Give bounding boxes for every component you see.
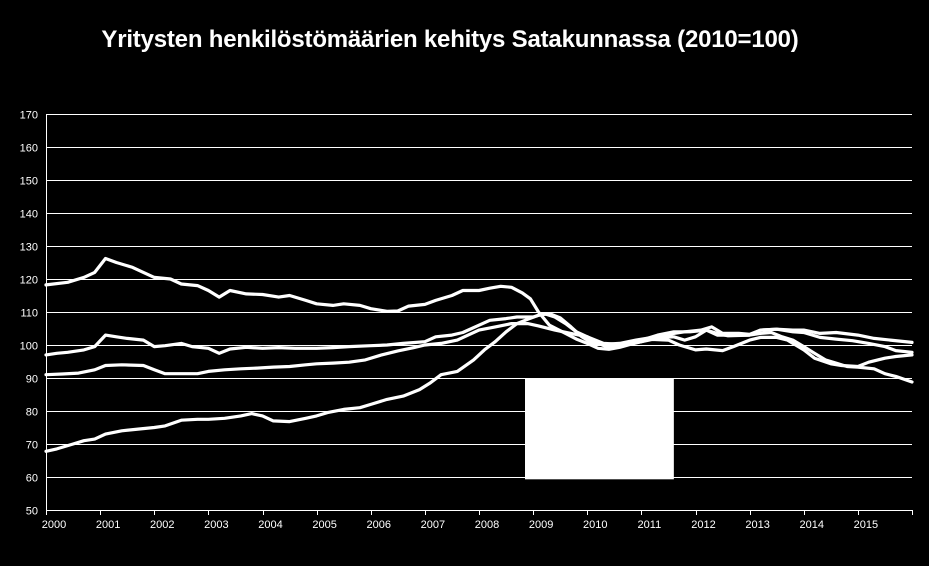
x-tick-label: 2009 (529, 519, 553, 531)
overlay (525, 378, 674, 480)
y-tick-label: 170 (20, 110, 38, 122)
series-line-2 (44, 312, 914, 384)
x-tick-label: 2008 (475, 519, 499, 531)
y-tick-label: 60 (26, 473, 38, 485)
x-tick-label: 2005 (312, 519, 336, 531)
y-tick-label: 90 (26, 374, 38, 386)
x-tick-label: 2004 (258, 519, 282, 531)
gridlines (46, 114, 912, 511)
y-tick-label: 140 (20, 209, 38, 221)
y-tick-label: 100 (20, 341, 38, 353)
axes (46, 114, 913, 515)
series-line-1 (44, 256, 914, 369)
x-tick-label: 2002 (150, 519, 174, 531)
x-tick-label: 2014 (800, 519, 824, 531)
series-lines (44, 256, 914, 453)
y-tick-label: 50 (26, 506, 38, 518)
y-tick-label: 80 (26, 407, 38, 419)
x-tick-label: 2001 (96, 519, 120, 531)
x-tick-label: 2010 (583, 519, 607, 531)
y-tick-labels: 50 60 70 80 90 100 110 120 130 140 150 160 170 (20, 110, 38, 518)
y-tick-label: 150 (20, 176, 38, 188)
x-tick-label: 2012 (691, 519, 715, 531)
x-tick-label: 2000 (42, 519, 66, 531)
x-tick-label: 2003 (204, 519, 228, 531)
y-tick-label: 120 (20, 275, 38, 287)
x-tick-labels: 2000 2001 2002 2003 2004 2005 2006 2007 2008 2009… (42, 519, 878, 531)
x-tick-label: 2007 (421, 519, 445, 531)
chart-title: Yritysten henkilöstömäärien kehitys Sata… (101, 26, 799, 53)
y-tick-label: 160 (20, 143, 38, 155)
x-tick-label: 2015 (854, 519, 878, 531)
x-tick-label: 2013 (745, 519, 769, 531)
series-line-4 (44, 312, 914, 453)
white-cover-box (525, 378, 674, 480)
x-tick-label: 2006 (367, 519, 391, 531)
y-tick-label: 130 (20, 242, 38, 254)
x-tick-label: 2011 (638, 519, 662, 531)
y-tick-label: 70 (26, 440, 38, 452)
y-tick-label: 110 (20, 308, 38, 320)
